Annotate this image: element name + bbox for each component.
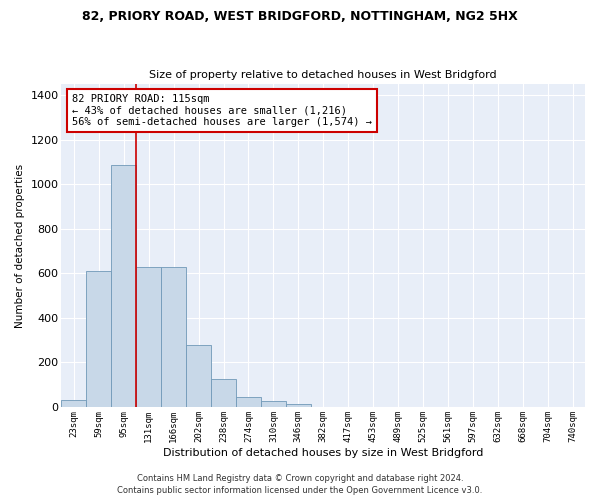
Bar xyxy=(61,400,86,407)
Bar xyxy=(186,344,211,407)
Text: 82 PRIORY ROAD: 115sqm
← 43% of detached houses are smaller (1,216)
56% of semi-: 82 PRIORY ROAD: 115sqm ← 43% of detached… xyxy=(72,94,372,127)
X-axis label: Distribution of detached houses by size in West Bridgford: Distribution of detached houses by size … xyxy=(163,448,484,458)
Bar xyxy=(261,402,286,407)
Bar xyxy=(112,166,136,407)
Title: Size of property relative to detached houses in West Bridgford: Size of property relative to detached ho… xyxy=(149,70,497,81)
Bar xyxy=(86,271,112,407)
Bar xyxy=(236,397,261,407)
Bar xyxy=(211,379,236,407)
Y-axis label: Number of detached properties: Number of detached properties xyxy=(15,164,25,328)
Bar xyxy=(136,266,161,407)
Text: Contains HM Land Registry data © Crown copyright and database right 2024.
Contai: Contains HM Land Registry data © Crown c… xyxy=(118,474,482,495)
Bar xyxy=(286,404,311,407)
Bar xyxy=(161,266,186,407)
Text: 82, PRIORY ROAD, WEST BRIDGFORD, NOTTINGHAM, NG2 5HX: 82, PRIORY ROAD, WEST BRIDGFORD, NOTTING… xyxy=(82,10,518,23)
